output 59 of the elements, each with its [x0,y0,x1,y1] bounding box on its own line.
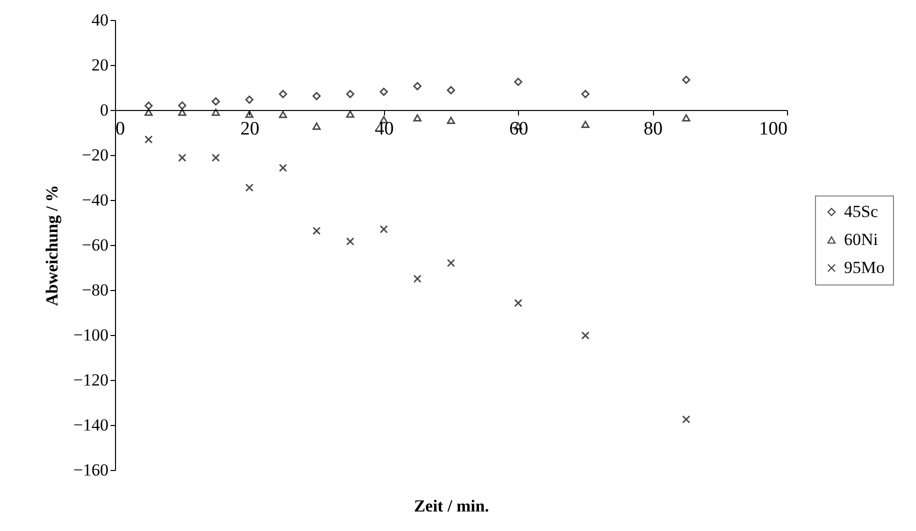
x-axis-title: Zeit / min. [414,496,490,516]
x-tick-label: 80 [644,118,663,140]
y-tick-label: −20 [82,146,108,164]
point [380,88,388,96]
x-tick-label: 40 [374,118,394,140]
point [514,78,522,86]
y-tick-label: −140 [73,416,108,434]
point [278,164,288,172]
y-tick-label: 40 [92,10,108,30]
y-tick-label: −120 [73,370,108,390]
point [212,97,220,106]
point [312,92,321,100]
point [581,120,590,128]
point [212,108,220,116]
x-tick-label: 0 [116,118,125,140]
point [245,110,254,118]
y-tick-label: 20 [92,56,108,74]
point [682,415,690,424]
point [346,90,354,98]
x-tick-label: 60 [509,118,528,140]
point [581,331,590,340]
point [312,226,321,235]
y-tick-label: −80 [82,280,108,300]
legend-label: 45Sc [844,202,878,221]
y-tick-label: 0 [100,100,108,120]
point [682,114,690,122]
point [144,108,153,116]
point [312,122,321,130]
point [346,237,354,246]
point [514,298,522,308]
point [212,154,220,162]
x-tick-label: 100 [759,118,788,140]
point [581,90,590,98]
point [178,108,186,116]
point [413,114,422,122]
point [446,86,456,94]
x-tick-label: 20 [240,118,260,140]
legend-label: 95Mo [844,258,885,277]
point [413,82,422,90]
point [245,96,254,104]
y-tick-label: −60 [82,236,108,254]
point [178,101,186,110]
point [682,76,690,84]
y-tick-label: −100 [73,326,108,344]
y-tick-label: −160 [73,460,108,480]
point [413,274,422,283]
y-tick-label: −40 [82,190,108,210]
y-axis-title: Abweichung / % [42,185,62,306]
point [446,258,456,268]
point [178,154,186,162]
point [278,110,288,118]
point [380,225,388,234]
point [346,110,354,118]
point [278,90,288,98]
point [446,116,456,124]
point [144,135,153,144]
legend-label: 60Ni [844,230,878,249]
point [245,184,254,192]
point [144,102,153,110]
